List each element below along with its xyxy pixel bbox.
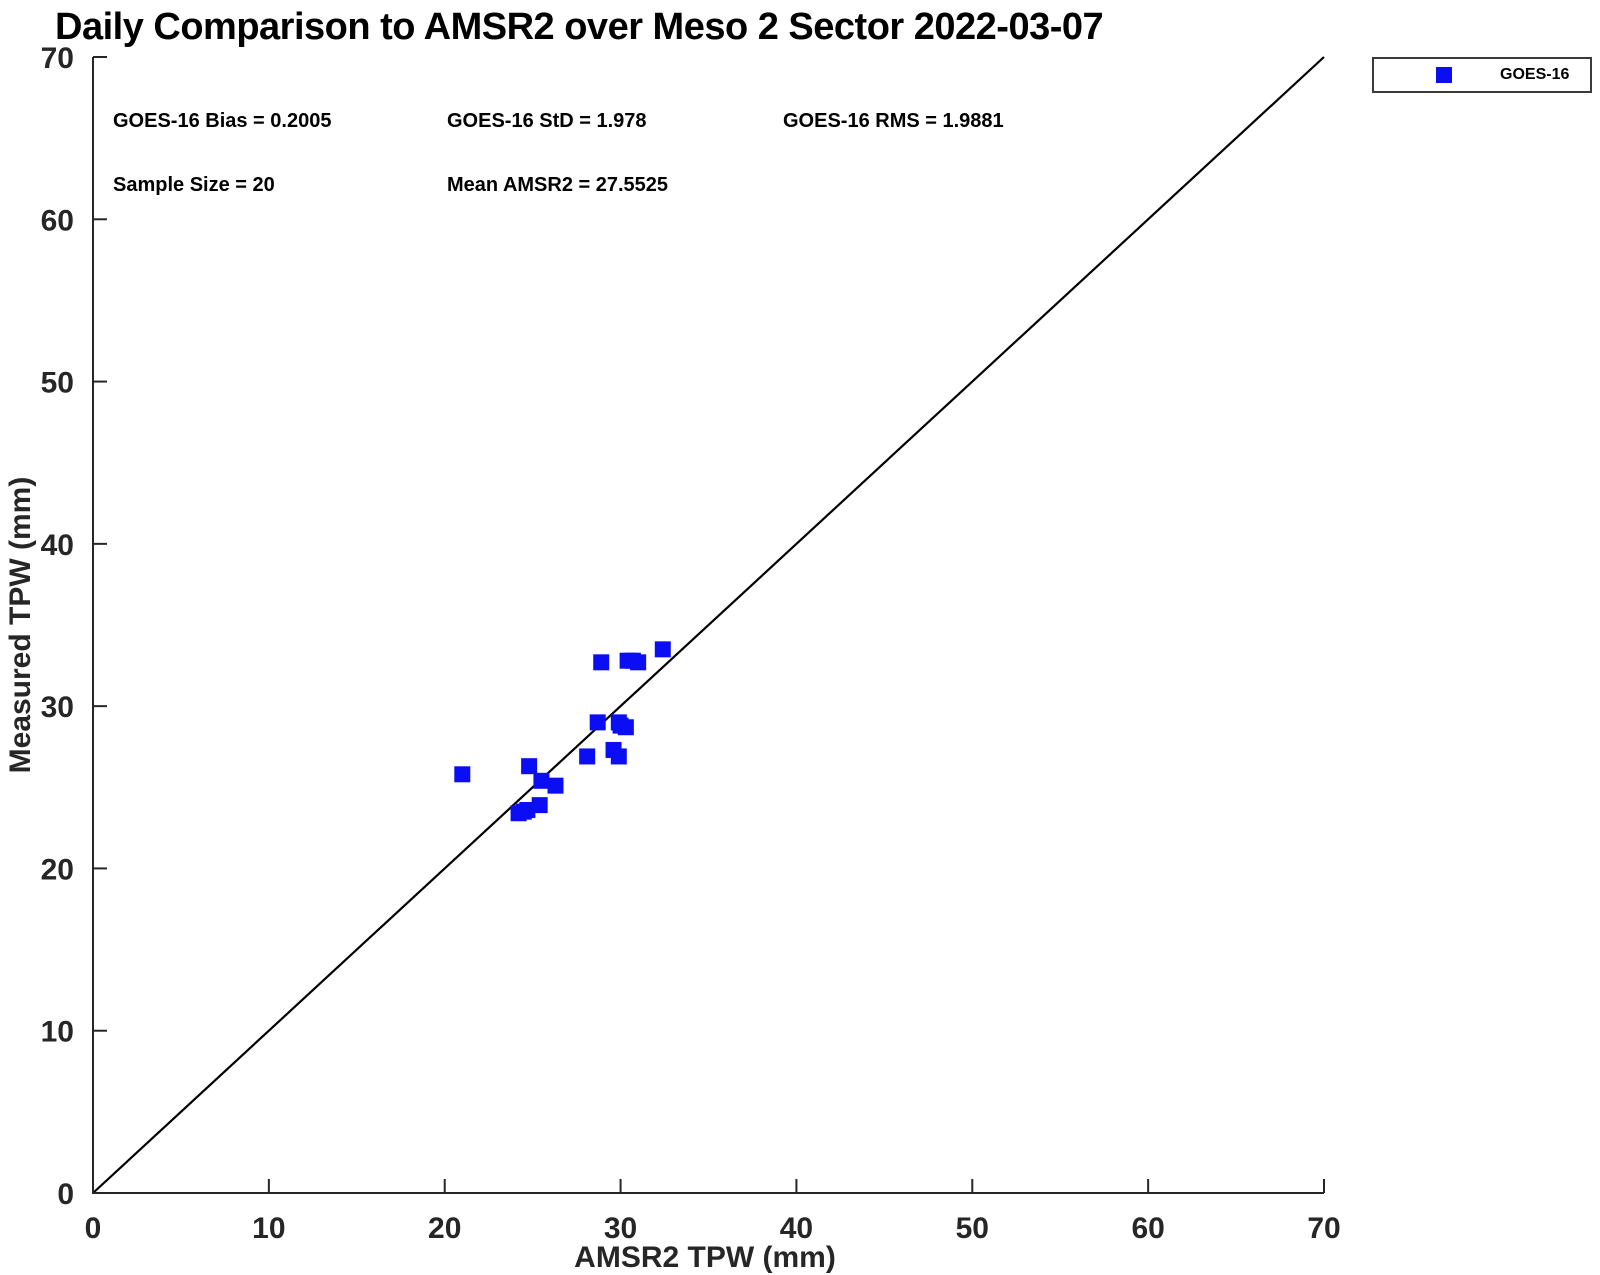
data-point xyxy=(593,654,610,671)
x-tick-label: 70 xyxy=(1307,1212,1340,1245)
data-point xyxy=(533,772,550,789)
chart-title: Daily Comparison to AMSR2 over Meso 2 Se… xyxy=(55,6,1104,48)
data-point xyxy=(521,758,538,775)
data-point xyxy=(612,717,629,734)
data-point xyxy=(624,652,641,669)
y-tick-label: 60 xyxy=(41,204,74,237)
y-tick-label: 40 xyxy=(41,529,74,562)
y-tick-label: 10 xyxy=(41,1016,74,1049)
y-tick-label: 0 xyxy=(57,1178,74,1211)
y-tick-label: 30 xyxy=(41,691,74,724)
y-tick-label: 50 xyxy=(41,367,74,400)
legend-marker-square-icon xyxy=(1436,67,1452,83)
stat-sample-size: Sample Size = 20 xyxy=(113,174,275,196)
x-tick-label: 50 xyxy=(956,1212,989,1245)
data-point xyxy=(531,797,548,814)
legend-box: GOES-16 xyxy=(1372,57,1592,93)
stat-bias: GOES-16 Bias = 0.2005 xyxy=(113,110,332,132)
stat-std: GOES-16 StD = 1.978 xyxy=(447,110,647,132)
data-point xyxy=(515,803,532,820)
x-tick-label: 40 xyxy=(780,1212,813,1245)
y-axis-title: Measured TPW (mm) xyxy=(4,476,37,774)
x-tick-label: 0 xyxy=(85,1212,102,1245)
x-tick-label: 20 xyxy=(428,1212,461,1245)
data-point xyxy=(454,766,471,783)
x-axis-title: AMSR2 TPW (mm) xyxy=(574,1241,836,1274)
stat-mean-amsr2: Mean AMSR2 = 27.5525 xyxy=(447,174,669,196)
data-point xyxy=(610,748,627,765)
x-tick-label: 60 xyxy=(1131,1212,1164,1245)
stat-rms: GOES-16 RMS = 1.9881 xyxy=(783,110,1004,132)
data-point xyxy=(654,641,671,658)
data-point xyxy=(547,777,564,794)
identity-line xyxy=(92,56,1325,1194)
legend-label: GOES-16 xyxy=(1500,66,1570,83)
x-tick-label: 30 xyxy=(604,1212,637,1245)
data-point xyxy=(579,748,596,765)
x-tick-label: 10 xyxy=(252,1212,285,1245)
data-point xyxy=(589,714,606,731)
y-tick-label: 70 xyxy=(41,42,74,75)
y-tick-label: 20 xyxy=(41,853,74,886)
